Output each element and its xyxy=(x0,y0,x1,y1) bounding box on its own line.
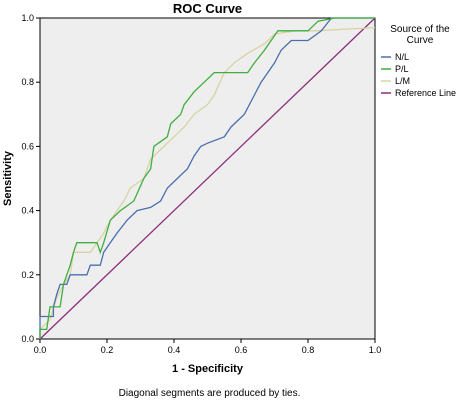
x-tick-label: 0.0 xyxy=(34,345,47,355)
footnote: Diagonal segments are produced by ties. xyxy=(119,388,301,399)
series-lines xyxy=(39,17,376,340)
x-tick-label: 0.2 xyxy=(101,345,114,355)
y-tick-label: 0.2 xyxy=(21,270,34,280)
y-tick-label: 1.0 xyxy=(21,13,34,23)
series-line-reference-line xyxy=(39,17,376,340)
x-tick-label: 0.4 xyxy=(168,345,181,355)
y-tick-label: 0.0 xyxy=(21,334,34,344)
y-tick-label: 0.6 xyxy=(21,141,34,151)
legend-label-n-l: N/L xyxy=(395,52,409,62)
x-axis-label: 1 - Specificity xyxy=(172,363,244,375)
legend-title-line-1: Source of the xyxy=(390,24,450,35)
series-line-l-m xyxy=(39,26,376,339)
legend-title-line-2: Curve xyxy=(407,35,434,46)
legend-label-p-l: P/L xyxy=(395,64,409,74)
y-tick-label: 0.8 xyxy=(21,77,34,87)
chart-title: ROC Curve xyxy=(173,1,242,16)
legend-label-l-m: L/M xyxy=(395,76,410,86)
legend-label-reference-line: Reference Line xyxy=(395,88,456,98)
y-tick-label: 0.4 xyxy=(21,206,34,216)
x-tick-label: 1.0 xyxy=(369,345,382,355)
series-line-n-l xyxy=(39,17,375,339)
series-line-p-l xyxy=(39,17,375,339)
x-tick-label: 0.6 xyxy=(235,345,248,355)
axis-ticks: 0.0 0.2 0.4 0.6 0.8 1.0 0.0 0.2 0.4 0.6 0.8 1.0 xyxy=(21,13,381,355)
legend: Source of the Curve N/L P/L L/M Reference L… xyxy=(381,24,456,98)
x-tick-label: 0.8 xyxy=(302,345,315,355)
y-axis-label: Sensitivity xyxy=(2,150,14,206)
legend-items: N/L P/L L/M Reference Line xyxy=(381,52,456,98)
